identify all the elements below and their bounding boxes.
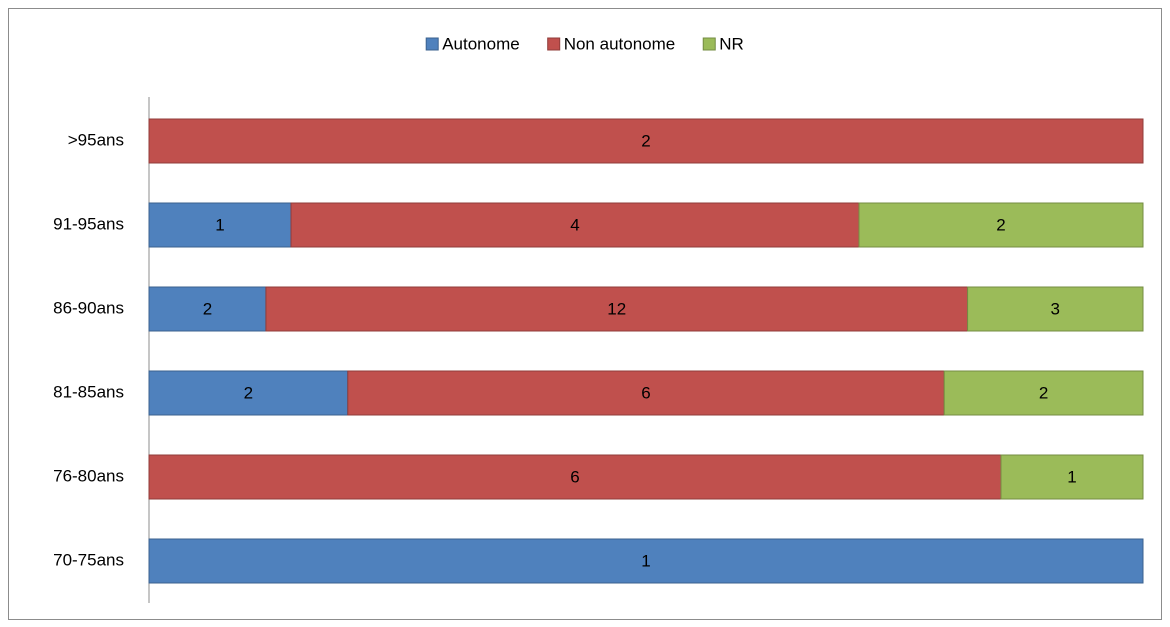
y-tick-label: >95ans xyxy=(68,130,124,149)
y-tick-label: 70-75ans xyxy=(53,550,124,569)
y-tick-label: 91-95ans xyxy=(53,214,124,233)
data-label: 4 xyxy=(570,215,579,234)
bar-segment xyxy=(967,286,1144,332)
data-label: 6 xyxy=(570,467,579,486)
data-label: 3 xyxy=(1051,299,1060,318)
legend-swatch xyxy=(702,37,716,51)
bar-segment xyxy=(347,370,945,416)
data-label: 2 xyxy=(244,383,253,402)
bar-segment xyxy=(858,202,1144,248)
data-label: 12 xyxy=(607,299,626,318)
bar-segment xyxy=(148,538,1144,584)
data-label: 1 xyxy=(641,551,650,570)
y-tick-label: 81-85ans xyxy=(53,382,124,401)
legend-label: Non autonome xyxy=(564,34,676,53)
legend-swatch xyxy=(425,37,439,51)
bar-segment xyxy=(148,202,292,248)
data-label: 6 xyxy=(641,383,650,402)
bar-segment xyxy=(1000,454,1144,500)
data-label: 2 xyxy=(641,131,650,150)
bar-segment xyxy=(265,286,969,332)
data-label: 1 xyxy=(1067,467,1076,486)
bar-segment xyxy=(148,118,1144,164)
data-label: 2 xyxy=(996,215,1005,234)
data-label: 2 xyxy=(203,299,212,318)
legend-label: Autonome xyxy=(442,34,520,53)
y-tick-label: 76-80ans xyxy=(53,466,124,485)
bar-segment xyxy=(943,370,1144,416)
y-tick-label: 86-90ans xyxy=(53,298,124,317)
legend-swatch xyxy=(547,37,561,51)
bar-segment xyxy=(148,454,1002,500)
data-label: 2 xyxy=(1039,383,1048,402)
data-label: 1 xyxy=(215,215,224,234)
bar-segment xyxy=(290,202,860,248)
legend-label: NR xyxy=(719,34,744,53)
